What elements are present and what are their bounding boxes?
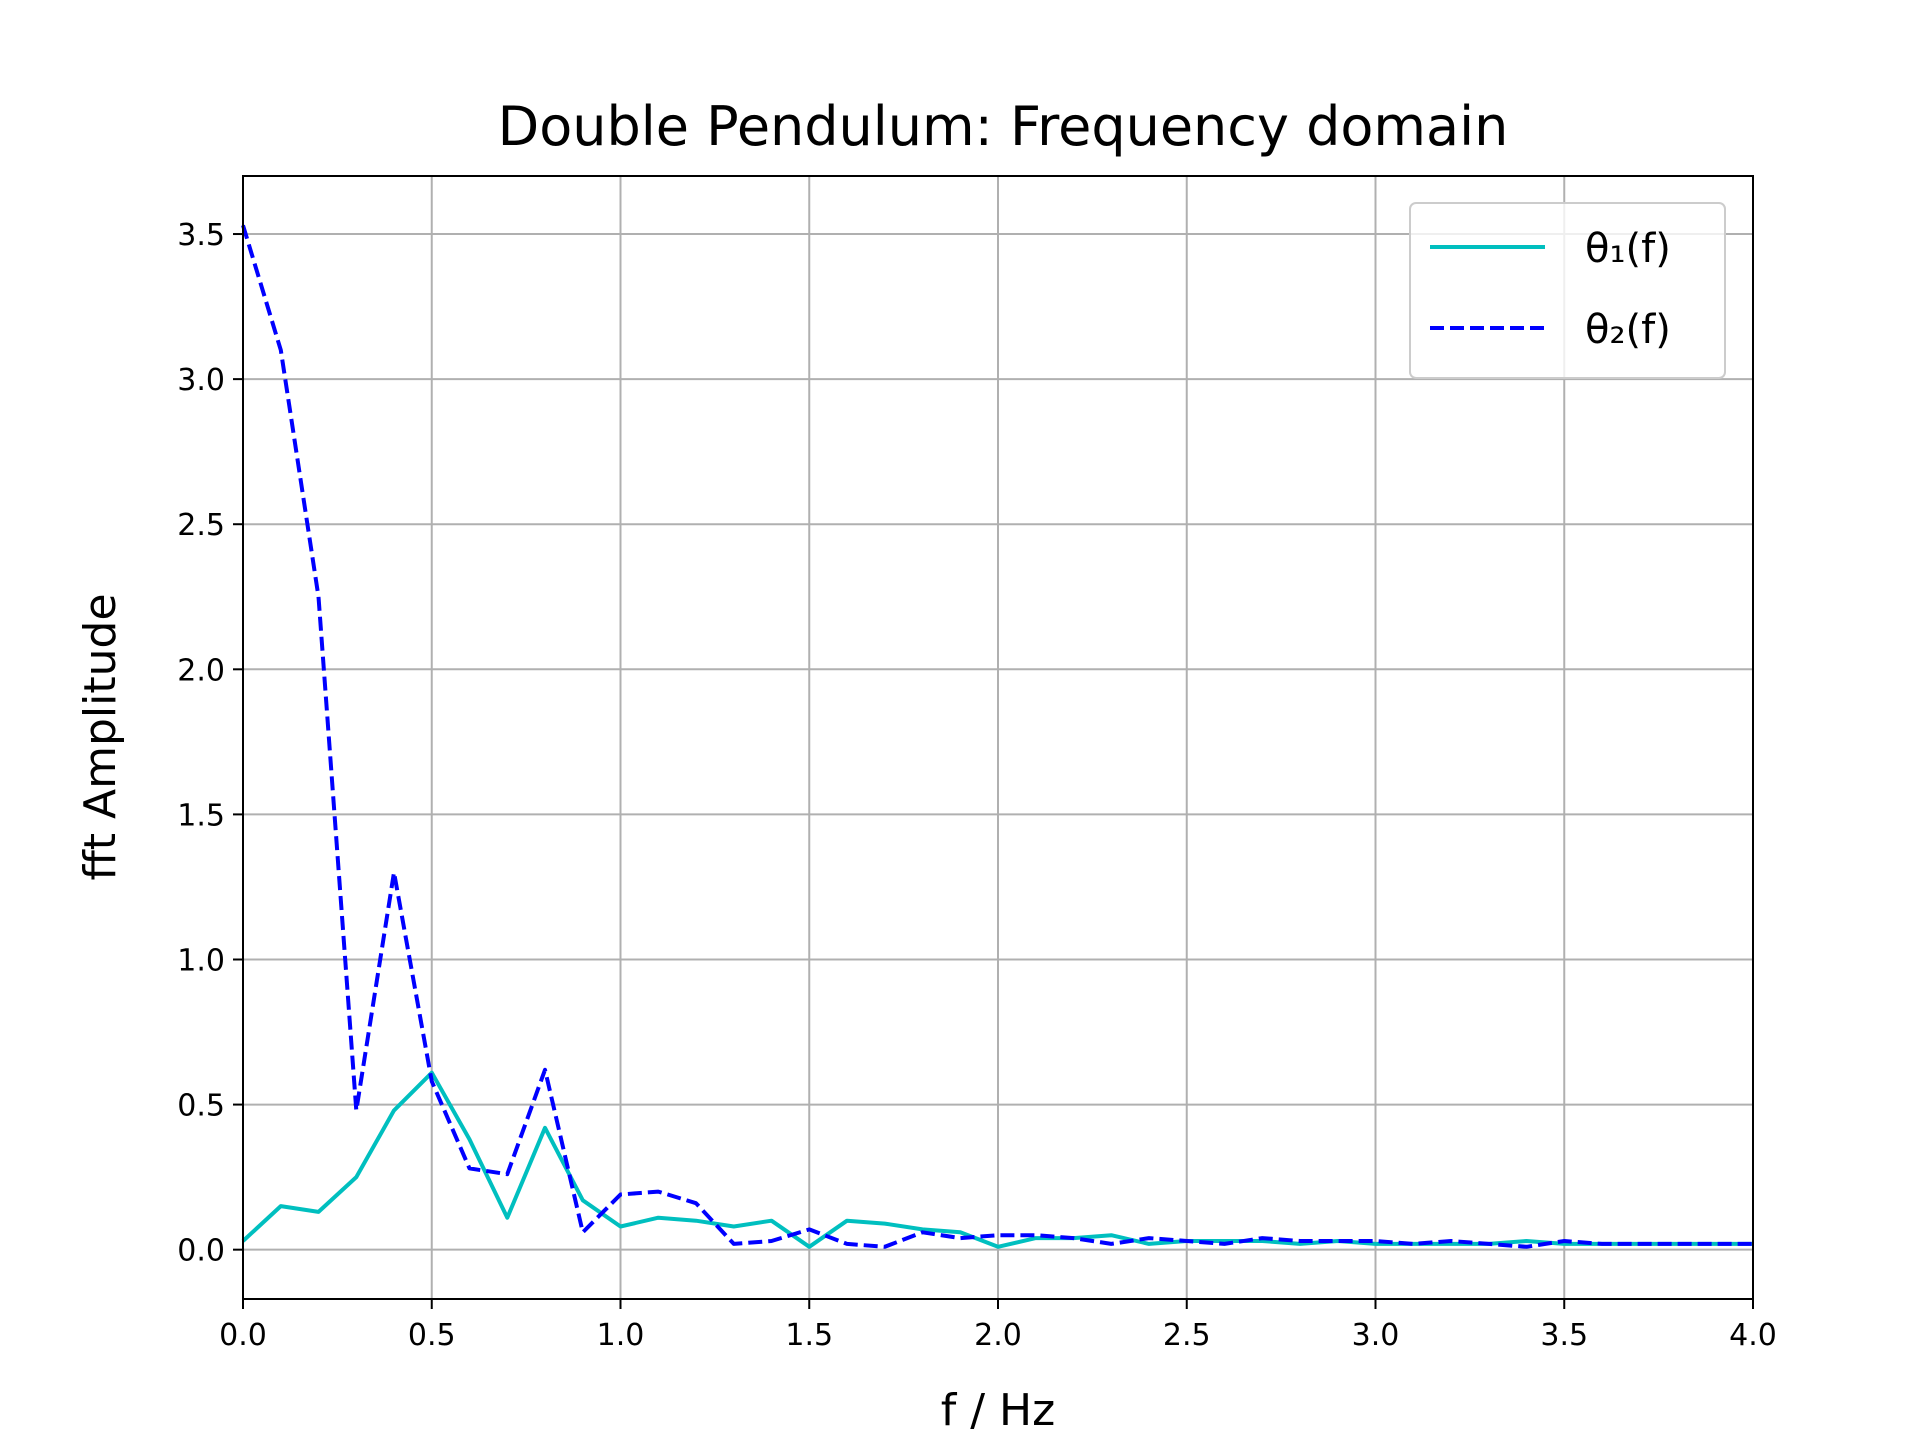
y-tick-label: 2.5 [177,508,225,543]
x-axis-label: f / Hz [941,1385,1055,1436]
x-tick-label: 4.0 [1729,1318,1777,1353]
x-tick-label: 3.5 [1540,1318,1588,1353]
x-tick-label: 1.0 [597,1318,645,1353]
x-tick-label: 3.0 [1352,1318,1400,1353]
y-axis-label: fft Amplitude [75,593,126,880]
y-tick-label: 0.5 [177,1089,225,1124]
series-layer [241,224,1753,1249]
x-tick-label: 0.0 [219,1318,267,1353]
x-tick-label: 2.5 [1163,1318,1211,1353]
y-tick-label: 1.5 [177,798,225,833]
y-tick-label: 1.0 [177,943,225,978]
legend-label-theta2: θ₂(f) [1585,307,1671,353]
y-tick-label: 2.0 [177,653,225,688]
ticks: 0.0 0.5 1.0 1.5 2.0 2.5 3.0 3.5 4.0 0.0 0.5 1.0 1.5 2… [177,218,1777,1353]
x-tick-label: 2.0 [974,1318,1022,1353]
y-tick-label: 3.5 [177,218,225,253]
x-tick-label: 1.5 [785,1318,833,1353]
y-tick-label: 0.0 [177,1234,225,1269]
legend: θ₁(f) θ₂(f) [1409,202,1726,379]
legend-label-theta1: θ₁(f) [1585,226,1671,272]
y-tick-label: 3.0 [177,363,225,398]
chart-title: Double Pendulum: Frequency domain [498,95,1509,158]
series-line-theta2 [241,224,1753,1249]
legend-box [1409,202,1726,379]
x-tick-label: 0.5 [408,1318,456,1353]
